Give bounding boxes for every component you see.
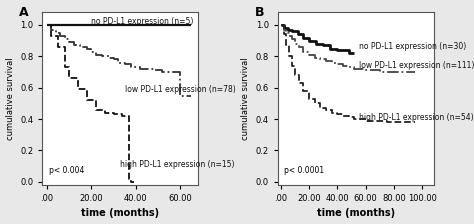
Text: low PD-L1 expression (n=111): low PD-L1 expression (n=111) — [358, 61, 474, 70]
Y-axis label: cumulative survival: cumulative survival — [241, 57, 250, 140]
Y-axis label: cumulative survival: cumulative survival — [6, 57, 15, 140]
Text: no PD-L1 expression (n=5): no PD-L1 expression (n=5) — [91, 17, 194, 26]
Text: A: A — [19, 6, 29, 19]
Text: no PD-L1 expression (n=30): no PD-L1 expression (n=30) — [358, 42, 466, 52]
X-axis label: time (months): time (months) — [81, 209, 159, 218]
Text: B: B — [255, 6, 264, 19]
Text: p< 0.0001: p< 0.0001 — [284, 166, 324, 174]
Text: high PD-L1 expression (n=54): high PD-L1 expression (n=54) — [358, 113, 473, 122]
Text: high PD-L1 expression (n=15): high PD-L1 expression (n=15) — [120, 160, 235, 169]
X-axis label: time (months): time (months) — [317, 209, 395, 218]
Text: low PD-L1 expression (n=78): low PD-L1 expression (n=78) — [125, 85, 236, 94]
Text: p< 0.004: p< 0.004 — [49, 166, 84, 174]
